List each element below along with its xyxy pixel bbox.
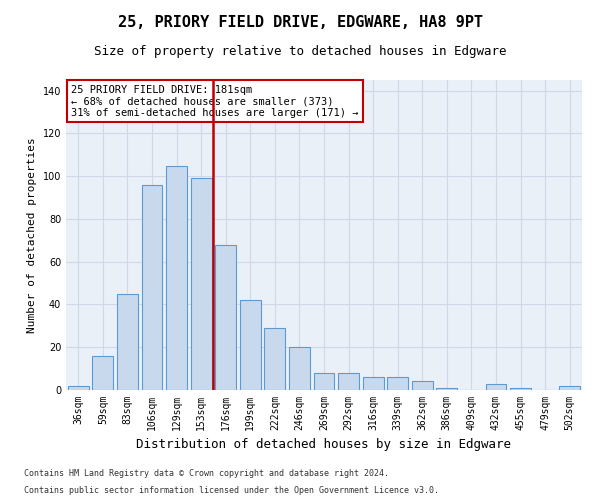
Bar [215,244,236,390]
Bar [412,382,433,390]
Bar [142,185,163,390]
Bar [559,386,580,390]
Text: Size of property relative to detached houses in Edgware: Size of property relative to detached ho… [94,45,506,58]
Text: 25 PRIORY FIELD DRIVE: 181sqm
← 68% of detached houses are smaller (373)
31% of : 25 PRIORY FIELD DRIVE: 181sqm ← 68% of d… [71,84,359,118]
Bar [240,300,261,390]
Text: Contains HM Land Registry data © Crown copyright and database right 2024.: Contains HM Land Registry data © Crown c… [24,468,389,477]
Bar [387,377,408,390]
X-axis label: Distribution of detached houses by size in Edgware: Distribution of detached houses by size … [137,438,511,452]
Bar [338,373,359,390]
Bar [92,356,113,390]
Bar [265,328,286,390]
Bar [436,388,457,390]
Bar [289,347,310,390]
Bar [117,294,138,390]
Bar [166,166,187,390]
Text: 25, PRIORY FIELD DRIVE, EDGWARE, HA8 9PT: 25, PRIORY FIELD DRIVE, EDGWARE, HA8 9PT [118,15,482,30]
Bar [191,178,212,390]
Y-axis label: Number of detached properties: Number of detached properties [27,137,37,333]
Text: Contains public sector information licensed under the Open Government Licence v3: Contains public sector information licen… [24,486,439,495]
Bar [510,388,531,390]
Bar [485,384,506,390]
Bar [362,377,383,390]
Bar [68,386,89,390]
Bar [314,373,334,390]
